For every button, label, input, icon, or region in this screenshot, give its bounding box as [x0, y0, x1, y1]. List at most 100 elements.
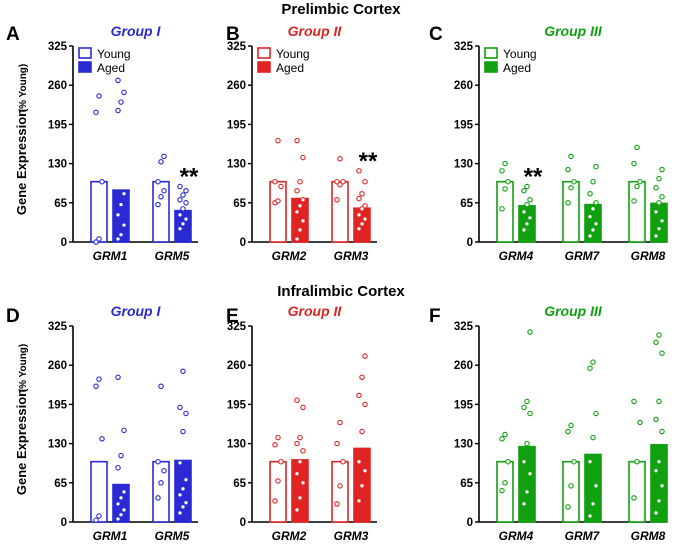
point-aged-grm1	[115, 464, 121, 471]
y-tick-label: 0	[240, 237, 246, 249]
y-tick-label: 325	[227, 321, 247, 333]
bar-aged-grm7	[584, 453, 602, 523]
point-aged-grm1	[115, 516, 121, 522]
point-young-grm5	[158, 383, 164, 390]
point-aged-grm8	[656, 175, 662, 182]
point-aged-grm2	[294, 209, 300, 215]
point-young-grm4	[502, 186, 508, 192]
point-young-grm3	[337, 419, 343, 426]
bar-aged-grm2	[291, 459, 309, 523]
point-aged-grm4	[524, 221, 530, 227]
legend-label-aged: Aged	[97, 61, 125, 75]
point-young-grm1	[96, 236, 102, 242]
point-aged-grm5	[180, 192, 186, 198]
y-tick-label: 0	[467, 517, 473, 529]
point-young-grm3	[334, 178, 340, 185]
point-aged-grm4	[524, 183, 530, 190]
y-tick-label: 195	[48, 399, 68, 411]
point-aged-grm7	[587, 365, 593, 371]
point-young-grm1	[96, 513, 102, 519]
point-aged-grm3	[359, 483, 365, 489]
title-infralimbic: Infralimbic Cortex	[277, 283, 405, 300]
significance-marker: **	[359, 148, 378, 175]
point-aged-grm3	[362, 353, 368, 359]
bar-young-grm7	[562, 460, 580, 523]
point-aged-grm4	[521, 227, 527, 233]
point-young-grm1	[96, 376, 102, 382]
point-aged-grm8	[659, 194, 665, 200]
point-aged-grm1	[115, 107, 121, 114]
point-aged-grm1	[115, 374, 121, 381]
point-young-grm1	[99, 178, 105, 185]
point-young-grm5	[155, 458, 161, 465]
point-aged-grm3	[359, 191, 365, 197]
point-aged-grm2	[297, 434, 303, 441]
y-tick-label: 195	[454, 399, 474, 411]
point-aged-grm5	[180, 206, 186, 212]
point-young-grm7	[571, 458, 577, 465]
point-aged-grm3	[356, 392, 362, 399]
panel-a: A Group I 0 65 130 195 260 325 GRM1 GRM5 ** YoungAg…	[6, 23, 199, 263]
y-tick-label: 130	[227, 439, 246, 451]
point-aged-grm4	[521, 458, 527, 465]
category-label-grm8: GRM8	[631, 249, 666, 263]
point-aged-grm7	[590, 227, 596, 233]
point-young-grm7	[568, 483, 574, 489]
point-young-grm5	[158, 480, 164, 486]
y-tick-label: 325	[454, 321, 474, 333]
category-label-grm8: GRM8	[631, 529, 666, 543]
point-aged-grm2	[300, 480, 306, 486]
point-aged-grm8	[656, 225, 662, 232]
point-aged-grm1	[118, 512, 124, 518]
point-aged-grm2	[297, 203, 303, 209]
point-aged-grm5	[183, 410, 189, 417]
point-aged-grm8	[659, 350, 665, 356]
point-aged-grm4	[524, 398, 530, 405]
panel-d: D Group I 0 65 130 195 260 325 GRM1 GRM5	[6, 303, 198, 543]
point-young-grm2	[272, 178, 278, 185]
point-young-grm5	[155, 201, 161, 208]
bar-young-grm8	[628, 460, 646, 523]
point-aged-grm4	[527, 197, 533, 203]
panel-letter: C	[429, 24, 443, 45]
point-aged-grm1	[118, 201, 124, 208]
point-aged-grm5	[177, 460, 183, 466]
point-aged-grm1	[118, 232, 124, 238]
panel-e: E Group II 0 65 130 195 260 325 GRM2 GRM3	[226, 303, 377, 543]
category-label-grm5: GRM5	[155, 249, 190, 263]
point-young-grm4	[499, 487, 505, 494]
group-label: Group II	[288, 23, 343, 39]
category-label-grm4: GRM4	[499, 529, 534, 543]
point-aged-grm7	[593, 200, 599, 206]
point-young-grm7	[568, 153, 574, 160]
point-aged-grm1	[121, 507, 127, 513]
y-tick-label: 325	[48, 321, 68, 333]
point-aged-grm5	[177, 492, 183, 498]
legend-swatch-young	[78, 47, 92, 59]
point-aged-grm2	[297, 227, 303, 233]
point-young-grm7	[565, 200, 571, 206]
point-young-grm4	[499, 436, 505, 442]
point-aged-grm4	[521, 501, 527, 507]
y-tick-label: 0	[240, 517, 246, 529]
point-young-grm4	[505, 458, 511, 465]
point-young-grm1	[93, 517, 99, 523]
panel-c: C Group III 0 65 130 195 260 325 GRM4 ** GRM7 GRM8 Y…	[429, 23, 668, 263]
point-young-grm8	[631, 198, 637, 204]
point-aged-grm8	[659, 166, 665, 173]
point-aged-grm7	[590, 434, 596, 441]
point-aged-grm7	[593, 221, 599, 227]
point-aged-grm2	[294, 137, 300, 144]
bar-young-grm8	[628, 180, 646, 243]
point-aged-grm7	[587, 513, 593, 519]
y-tick-label: 260	[227, 80, 246, 92]
y-axis-label-main: Gene Expression	[14, 109, 29, 215]
point-aged-grm1	[121, 427, 127, 434]
point-aged-grm3	[359, 221, 365, 227]
point-aged-grm8	[653, 233, 659, 239]
bar-young-grm2	[269, 460, 287, 523]
y-tick-label: 195	[227, 119, 247, 131]
point-aged-grm1	[121, 489, 127, 495]
y-tick-label: 0	[61, 517, 67, 529]
